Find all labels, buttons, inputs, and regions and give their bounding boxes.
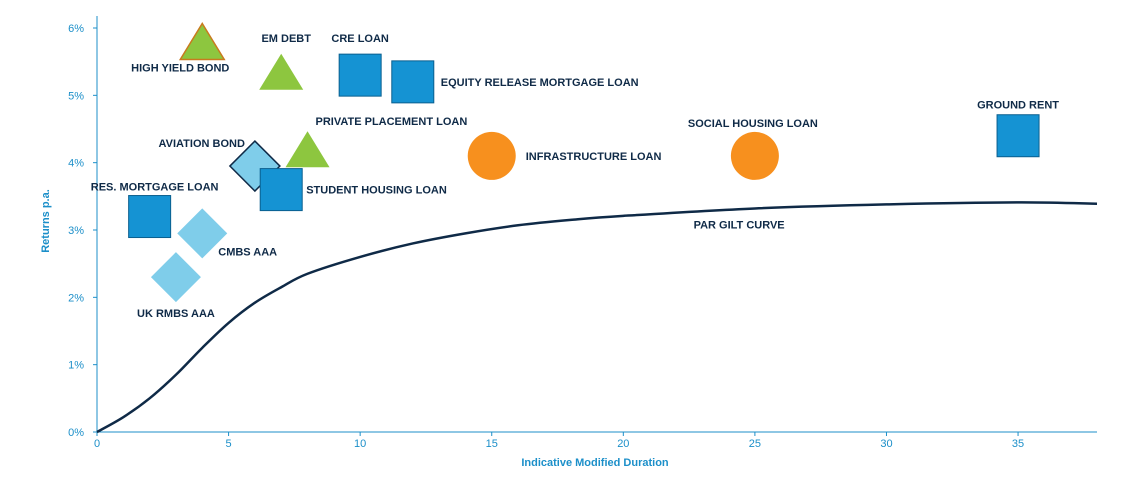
square-marker-cre-loan xyxy=(338,53,382,97)
x-axis-title: Indicative Modified Duration xyxy=(521,457,669,469)
x-tick-label: 35 xyxy=(1012,438,1024,450)
triangle-marker-em-debt xyxy=(259,53,304,90)
diamond-marker-aviation-bond xyxy=(228,139,281,193)
point-label-social-housing-loan: SOCIAL HOUSING LOAN xyxy=(688,118,818,130)
par-gilt-curve-line xyxy=(96,201,1098,434)
curve-layer: PAR GILT CURVE xyxy=(96,201,1098,434)
points-layer: HIGH YIELD BOND EM DEBT CRE LOAN EQUITY REL… xyxy=(91,22,1059,320)
triangle-marker-high-yield-bond xyxy=(178,22,226,61)
diamond-marker-uk-rmbs-aaa xyxy=(150,252,201,303)
circle-marker-social-housing-loan xyxy=(730,131,779,180)
point-label-high-yield-bond: HIGH YIELD BOND xyxy=(131,62,229,74)
point-label-student-housing-loan: STUDENT HOUSING LOAN xyxy=(306,185,447,197)
axes: 0% 1% 2% 3% 4% 5% 6% 0 5 10 15 20 25 30 35 xyxy=(68,16,1097,450)
x-tick-label: 30 xyxy=(880,438,892,450)
x-tick-label: 5 xyxy=(226,438,232,450)
point-label-aviation-bond: AVIATION BOND xyxy=(159,138,245,150)
circle-marker-infrastructure-loan xyxy=(467,131,516,180)
y-tick-label: 3% xyxy=(68,225,84,237)
y-tick-label: 1% xyxy=(68,360,84,372)
point-label-equity-release-mortgage-loan: EQUITY RELEASE MORTGAGE LOAN xyxy=(441,77,639,89)
point-label-cre-loan: CRE LOAN xyxy=(331,33,389,45)
y-tick-label: 0% xyxy=(68,427,84,439)
y-tick-label: 4% xyxy=(68,158,84,170)
y-tick-label: 6% xyxy=(68,23,84,35)
x-tick-label: 0 xyxy=(94,438,100,450)
x-tick-label: 10 xyxy=(354,438,366,450)
x-tick-label: 20 xyxy=(617,438,629,450)
x-tick-label: 25 xyxy=(749,438,761,450)
x-tick-label: 15 xyxy=(486,438,498,450)
y-axis-title: Returns p.a. xyxy=(40,189,52,253)
point-label-cmbs-aaa: CMBS AAA xyxy=(218,246,277,258)
point-label-em-debt: EM DEBT xyxy=(261,33,311,45)
diamond-marker-cmbs-aaa xyxy=(177,208,228,259)
point-label-private-placement-loan: PRIVATE PLACEMENT LOAN xyxy=(316,116,468,128)
point-label-infrastructure-loan: INFRASTRUCTURE LOAN xyxy=(526,151,662,163)
point-label-res-mortgage-loan: RES. MORTGAGE LOAN xyxy=(91,182,219,194)
square-marker-student-housing-loan xyxy=(259,168,303,212)
y-tick-label: 2% xyxy=(68,292,84,304)
point-label-ground-rent: GROUND RENT xyxy=(977,100,1059,112)
point-label-uk-rmbs-aaa: UK RMBS AAA xyxy=(137,308,215,320)
square-marker-ground-rent xyxy=(996,114,1040,158)
curve-label: PAR GILT CURVE xyxy=(694,220,785,232)
square-marker-res-mortgage-loan xyxy=(128,195,172,239)
triangle-marker-private-placement-loan xyxy=(285,131,330,168)
square-marker-equity-release-mortgage-loan xyxy=(391,60,435,104)
y-tick-label: 5% xyxy=(68,90,84,102)
